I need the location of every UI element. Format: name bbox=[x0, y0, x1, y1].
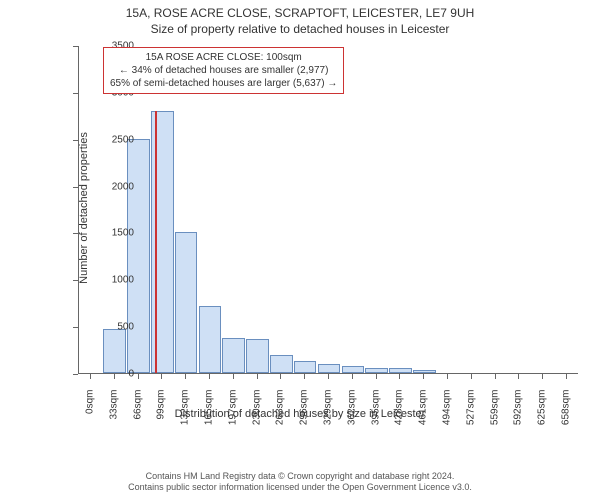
x-tick-mark bbox=[328, 374, 329, 379]
x-tick-mark bbox=[280, 374, 281, 379]
y-tick-mark bbox=[73, 187, 78, 188]
y-tick-mark bbox=[73, 140, 78, 141]
x-tick-mark bbox=[90, 374, 91, 379]
bar bbox=[222, 338, 245, 373]
x-tick-mark bbox=[185, 374, 186, 379]
bar bbox=[294, 361, 317, 373]
chart-wrap: Number of detached properties 0500100015… bbox=[26, 42, 588, 420]
bar bbox=[318, 364, 341, 373]
x-tick-mark bbox=[423, 374, 424, 379]
bar bbox=[389, 368, 412, 373]
bar bbox=[127, 139, 150, 373]
y-tick-label: 2500 bbox=[112, 134, 134, 145]
annotation-line-1: 15A ROSE ACRE CLOSE: 100sqm bbox=[110, 51, 337, 64]
footer-line-2: Contains public sector information licen… bbox=[0, 482, 600, 494]
annotation-line-2: ← 34% of detached houses are smaller (2,… bbox=[110, 64, 337, 77]
x-tick-mark bbox=[209, 374, 210, 379]
annotation-line-3: 65% of semi-detached houses are larger (… bbox=[110, 77, 337, 90]
footer: Contains HM Land Registry data © Crown c… bbox=[0, 471, 600, 494]
bar bbox=[342, 366, 365, 373]
y-tick-label: 1000 bbox=[112, 275, 134, 286]
x-tick-mark bbox=[376, 374, 377, 379]
bar bbox=[246, 339, 269, 373]
x-tick-mark bbox=[566, 374, 567, 379]
x-tick-mark bbox=[399, 374, 400, 379]
footer-line-1: Contains HM Land Registry data © Crown c… bbox=[0, 471, 600, 483]
y-tick-mark bbox=[73, 374, 78, 375]
bar bbox=[103, 329, 126, 374]
y-tick-label: 1500 bbox=[112, 228, 134, 239]
x-axis-label: Distribution of detached houses by size … bbox=[0, 408, 600, 420]
x-tick-mark bbox=[447, 374, 448, 379]
x-tick-mark bbox=[233, 374, 234, 379]
x-tick-mark bbox=[542, 374, 543, 379]
plot-area bbox=[78, 46, 578, 374]
x-tick-mark bbox=[495, 374, 496, 379]
bar bbox=[270, 355, 293, 373]
subtitle: Size of property relative to detached ho… bbox=[0, 22, 600, 36]
y-tick-mark bbox=[73, 327, 78, 328]
x-tick-mark bbox=[352, 374, 353, 379]
marker-line bbox=[155, 111, 157, 373]
x-tick-mark bbox=[138, 374, 139, 379]
y-tick-label: 2000 bbox=[112, 181, 134, 192]
bar bbox=[365, 368, 388, 373]
address-title: 15A, ROSE ACRE CLOSE, SCRAPTOFT, LEICEST… bbox=[0, 6, 600, 20]
y-tick-mark bbox=[73, 46, 78, 47]
y-tick-mark bbox=[73, 233, 78, 234]
bar bbox=[413, 370, 436, 373]
y-tick-label: 0 bbox=[128, 369, 134, 380]
annotation-box: 15A ROSE ACRE CLOSE: 100sqm ← 34% of det… bbox=[103, 47, 344, 94]
x-tick-mark bbox=[471, 374, 472, 379]
y-tick-mark bbox=[73, 280, 78, 281]
y-tick-mark bbox=[73, 93, 78, 94]
y-tick-label: 500 bbox=[117, 322, 134, 333]
x-tick-mark bbox=[257, 374, 258, 379]
x-tick-mark bbox=[518, 374, 519, 379]
bar bbox=[199, 306, 222, 373]
x-tick-mark bbox=[114, 374, 115, 379]
bar bbox=[175, 232, 198, 373]
x-tick-mark bbox=[161, 374, 162, 379]
x-tick-mark bbox=[304, 374, 305, 379]
